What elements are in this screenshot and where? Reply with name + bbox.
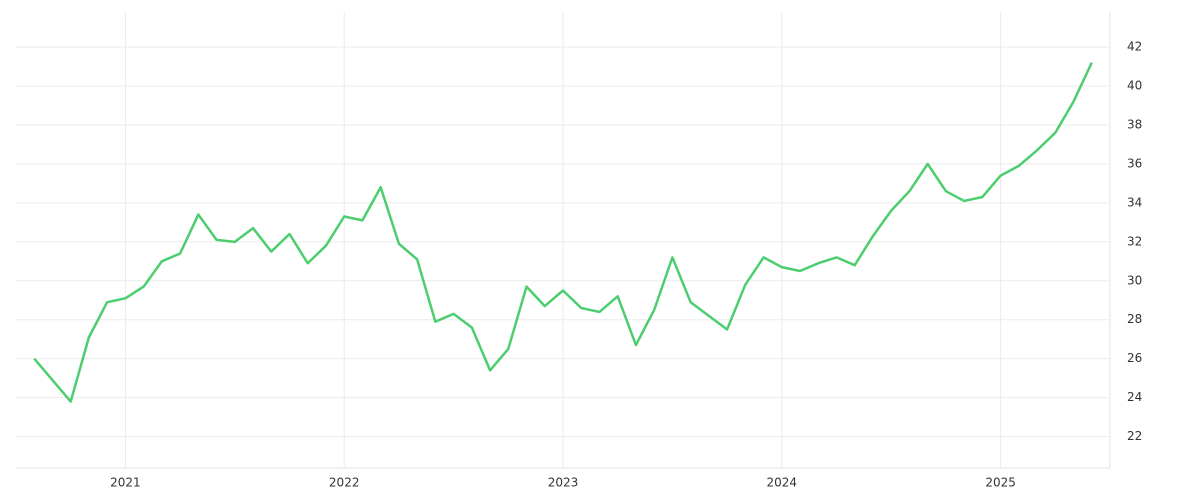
y-tick-label: 30 (1127, 273, 1142, 287)
y-tick-label: 24 (1127, 390, 1142, 404)
y-tick-label: 40 (1127, 79, 1142, 93)
x-tick-label: 2022 (329, 476, 360, 490)
x-tick-label: 2023 (548, 476, 579, 490)
x-tick-label: 2021 (110, 476, 141, 490)
y-tick-label: 22 (1127, 429, 1142, 443)
x-tick-label: 2024 (767, 476, 798, 490)
y-tick-label: 38 (1127, 117, 1142, 131)
y-tick-label: 42 (1127, 40, 1142, 54)
y-tick-label: 26 (1127, 351, 1142, 365)
y-tick-label: 34 (1127, 195, 1142, 209)
y-tick-label: 28 (1127, 312, 1142, 326)
x-tick-label: 2025 (985, 476, 1016, 490)
data-line (33, 62, 1093, 403)
y-tick-label: 32 (1127, 234, 1142, 248)
y-tick-label: 36 (1127, 156, 1142, 170)
